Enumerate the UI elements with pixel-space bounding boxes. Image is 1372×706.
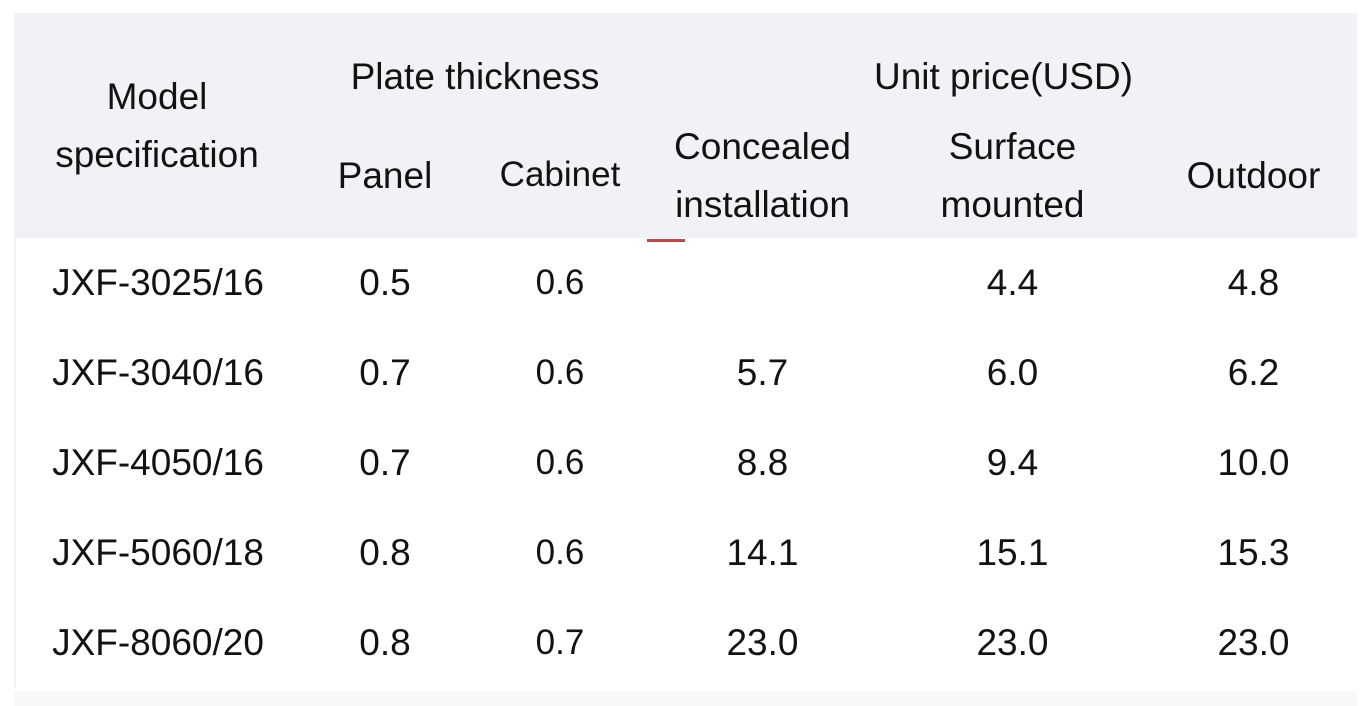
cell-cabinet-thickness: 0.7: [535, 623, 585, 662]
column-header-outdoor: Outdoor: [1150, 113, 1357, 238]
column-header-model-specification-label: Model specification: [55, 76, 259, 175]
cell-panel-thickness: 0.8: [359, 532, 411, 573]
column-header-concealed-installation: Concealed installation: [650, 113, 875, 238]
column-header-cabinet-label: Cabinet: [499, 155, 621, 195]
cell-surface-price: 23.0: [976, 622, 1049, 663]
cell-model: JXF-3025/16: [52, 262, 264, 303]
cell-panel-thickness: 0.7: [359, 352, 411, 393]
cell-outdoor-price: 23.0: [1217, 622, 1290, 663]
column-header-panel: Panel: [300, 113, 470, 238]
group-header-plate-thickness: Plate thickness: [300, 13, 650, 113]
cell-concealed-price: 14.1: [726, 532, 799, 573]
table-row: JXF-8060/20 0.8 0.7 23.0 23.0 23.0: [16, 598, 1357, 688]
column-header-outdoor-label: Outdoor: [1186, 154, 1321, 196]
cell-concealed-price: 8.8: [736, 442, 789, 483]
table-row: JXF-3025/16 0.5 0.6 4.4 4.8: [16, 238, 1357, 328]
cell-panel-thickness: 0.5: [359, 262, 411, 303]
cell-outdoor-price: 10.0: [1217, 442, 1290, 483]
table-row: JXF-4050/16 0.7 0.6 8.8 9.4 10.0: [16, 418, 1357, 508]
cell-surface-price: 15.1: [976, 532, 1049, 573]
cell-panel-thickness: 0.8: [359, 622, 411, 663]
cell-surface-price: 6.0: [986, 352, 1039, 393]
cell-surface-price: 4.4: [986, 262, 1039, 303]
cell-cabinet-thickness: 0.6: [535, 353, 585, 392]
group-header-unit-price: Unit price(USD): [650, 13, 1357, 113]
cell-concealed-price: 5.7: [736, 352, 789, 393]
cell-model: JXF-3040/16: [52, 352, 264, 393]
cell-cabinet-thickness: 0.6: [535, 263, 585, 302]
cell-concealed-price: [650, 238, 875, 328]
cell-concealed-price: 23.0: [726, 622, 799, 663]
cell-outdoor-price: 4.8: [1227, 262, 1280, 303]
column-header-surface-mounted-label: Surface mounted: [940, 126, 1085, 225]
column-header-concealed-installation-label: Concealed installation: [674, 126, 851, 225]
table-row: JXF-3040/16 0.7 0.6 5.7 6.0 6.2: [16, 328, 1357, 418]
group-header-unit-price-label: Unit price(USD): [873, 55, 1134, 97]
cell-outdoor-price: 15.3: [1217, 532, 1290, 573]
table-body: JXF-3025/16 0.5 0.6 4.4 4.8 JXF-3040/16 …: [14, 238, 1357, 688]
cell-model: JXF-5060/18: [52, 532, 264, 573]
bottom-gray-bar: [14, 691, 1357, 706]
cell-outdoor-price: 6.2: [1227, 352, 1280, 393]
cell-surface-price: 9.4: [986, 442, 1039, 483]
table-header: Model specification Plate thickness Unit…: [14, 13, 1357, 238]
group-header-plate-thickness-label: Plate thickness: [350, 55, 600, 97]
column-header-surface-mounted: Surface mounted: [875, 113, 1150, 238]
column-header-model-specification: Model specification: [14, 13, 300, 238]
column-header-panel-label: Panel: [337, 154, 433, 196]
table-row: JXF-5060/18 0.8 0.6 14.1 15.1 15.3: [16, 508, 1357, 598]
cell-model: JXF-4050/16: [52, 442, 264, 483]
red-underline-mark: [647, 239, 685, 242]
cell-cabinet-thickness: 0.6: [535, 533, 585, 572]
cell-cabinet-thickness: 0.6: [535, 443, 585, 482]
column-header-cabinet: Cabinet: [470, 113, 650, 238]
cell-panel-thickness: 0.7: [359, 442, 411, 483]
cell-model: JXF-8060/20: [52, 622, 264, 663]
